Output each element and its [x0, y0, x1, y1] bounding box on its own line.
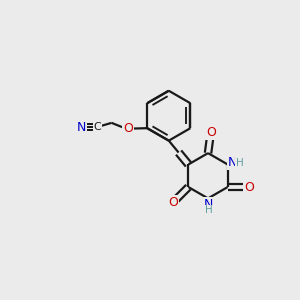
- Text: N: N: [204, 198, 213, 211]
- Text: O: O: [206, 126, 216, 139]
- Text: N: N: [76, 121, 86, 134]
- Text: O: O: [168, 196, 178, 208]
- Text: O: O: [244, 181, 254, 194]
- Text: C: C: [94, 122, 101, 132]
- Text: H: H: [205, 206, 212, 215]
- Text: O: O: [123, 122, 133, 135]
- Text: N: N: [228, 156, 237, 169]
- Text: H: H: [236, 158, 244, 168]
